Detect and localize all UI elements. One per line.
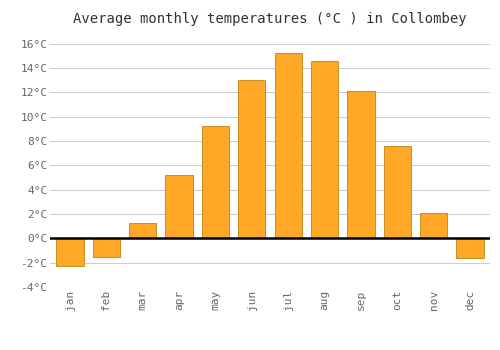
Bar: [384, 146, 411, 238]
Bar: [420, 213, 448, 238]
Bar: [202, 126, 229, 238]
Title: Average monthly temperatures (°C ) in Collombey: Average monthly temperatures (°C ) in Co…: [73, 12, 467, 26]
Bar: [456, 238, 483, 258]
Bar: [92, 238, 120, 257]
Bar: [166, 175, 192, 238]
Bar: [348, 91, 374, 238]
Bar: [238, 80, 266, 238]
Bar: [56, 238, 84, 266]
Bar: [129, 223, 156, 238]
Bar: [274, 54, 302, 238]
Bar: [311, 61, 338, 238]
